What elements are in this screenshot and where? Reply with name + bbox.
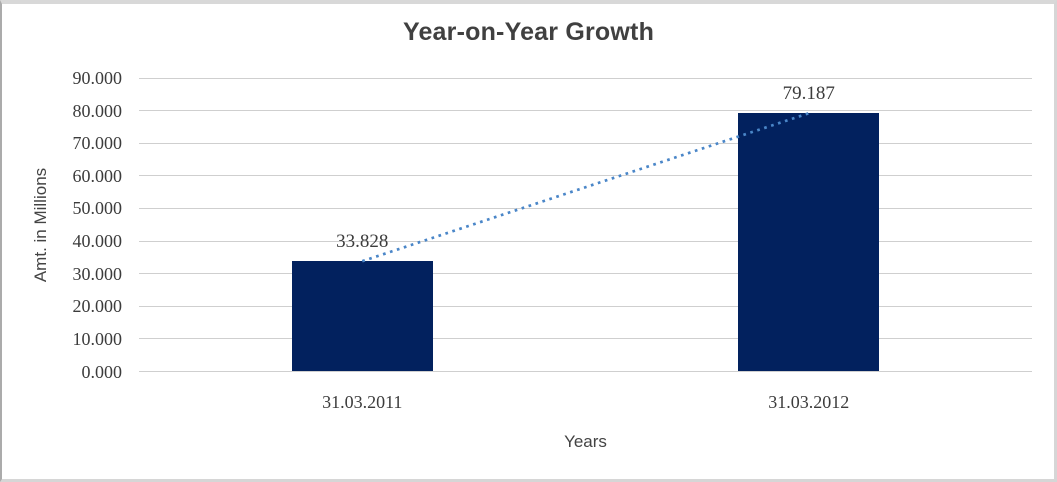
- gridline: [139, 207, 1032, 209]
- data-label: 79.187: [782, 83, 835, 105]
- y-axis-tick-label: 10.000: [72, 328, 123, 349]
- y-axis-tick-label: 20.000: [72, 296, 123, 317]
- bar-31.03.2011: [291, 261, 433, 372]
- y-axis-tick-label: 30.000: [72, 263, 123, 284]
- gridline: [139, 338, 1032, 340]
- x-axis-title: Years: [564, 432, 607, 451]
- gridline: [139, 305, 1032, 307]
- chart-title: Year-on-Year Growth: [402, 18, 655, 46]
- x-axis-category-label: 31.03.2011: [322, 392, 403, 412]
- gridline: [139, 240, 1032, 242]
- x-axis-category-label: 31.03.2012: [768, 392, 850, 412]
- y-axis-tick-label: 70.000: [72, 133, 123, 154]
- gridline: [139, 175, 1032, 177]
- gridline: [139, 110, 1032, 112]
- gridline: [139, 77, 1032, 79]
- y-axis-tick-label: 50.000: [72, 198, 123, 219]
- y-axis-tick-label: 40.000: [72, 231, 123, 252]
- data-label: 33.828: [336, 231, 389, 253]
- y-axis-tick-label: 80.000: [72, 100, 123, 121]
- gridline: [139, 371, 1032, 372]
- gridline: [139, 142, 1032, 144]
- gridline: [139, 273, 1032, 275]
- bar-31.03.2012: [738, 113, 880, 372]
- y-axis-tick-label: 0.000: [81, 361, 123, 382]
- y-axis-tick-label: 60.000: [72, 165, 123, 186]
- y-axis-tick-label: 90.000: [72, 68, 123, 88]
